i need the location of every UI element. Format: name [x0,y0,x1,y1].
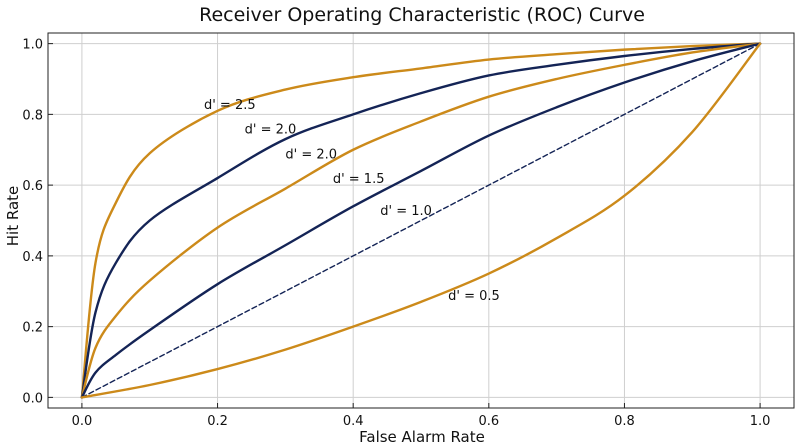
y-tick-label: 0.4 [22,250,43,265]
roc-curve-dprime-1-navy [81,42,761,399]
curve-annotation: d' = 1.5 [333,172,385,187]
curve-annotation: d' = 2.5 [204,98,256,113]
x-tick-label: 0.8 [614,414,635,429]
curve-annotation: d' = 0.5 [448,289,500,304]
y-tick-label: 0.0 [22,391,43,406]
roc-curve-dprime-2-navy [80,42,762,399]
ticks: 0.0 0.2 0.4 0.6 0.8 1.0 0.0 0.2 0.4 0.6 0.8 1.0 [22,38,770,429]
roc-curve-dprime-0-5-gold [80,42,762,399]
annotations: d' = 2.5 d' = 2.0 d' = 2.0 d' = 1.5 d' = 1.0… [204,98,500,304]
roc-curve-dprime-1-5-navy [80,42,762,399]
plot-frame [47,32,795,409]
y-tick-label: 0.6 [22,179,43,194]
x-tick-label: 0.2 [207,414,228,429]
curve-annotation: d' = 2.0 [245,123,297,138]
y-tick-label: 0.2 [22,321,43,336]
grid [48,33,794,408]
x-tick-label: 0.6 [478,414,499,429]
y-axis-label: Hit Rate [4,186,22,247]
x-tick-label: 0.4 [343,414,364,429]
x-axis-label: False Alarm Rate [359,428,485,446]
y-tick-label: 0.8 [22,108,43,123]
roc-curve-dprime-2-gold [80,42,762,399]
chart-title: Receiver Operating Characteristic (ROC) … [199,4,645,26]
curve-annotation: d' = 2.0 [285,147,337,162]
x-tick-label: 0.0 [72,414,93,429]
roc-curve-dprime-2-5-gold [80,42,762,399]
x-tick-label: 1.0 [750,414,771,429]
curve-annotation: d' = 1.0 [380,204,432,219]
series-layer [80,42,762,399]
y-tick-label: 1.0 [22,38,43,53]
